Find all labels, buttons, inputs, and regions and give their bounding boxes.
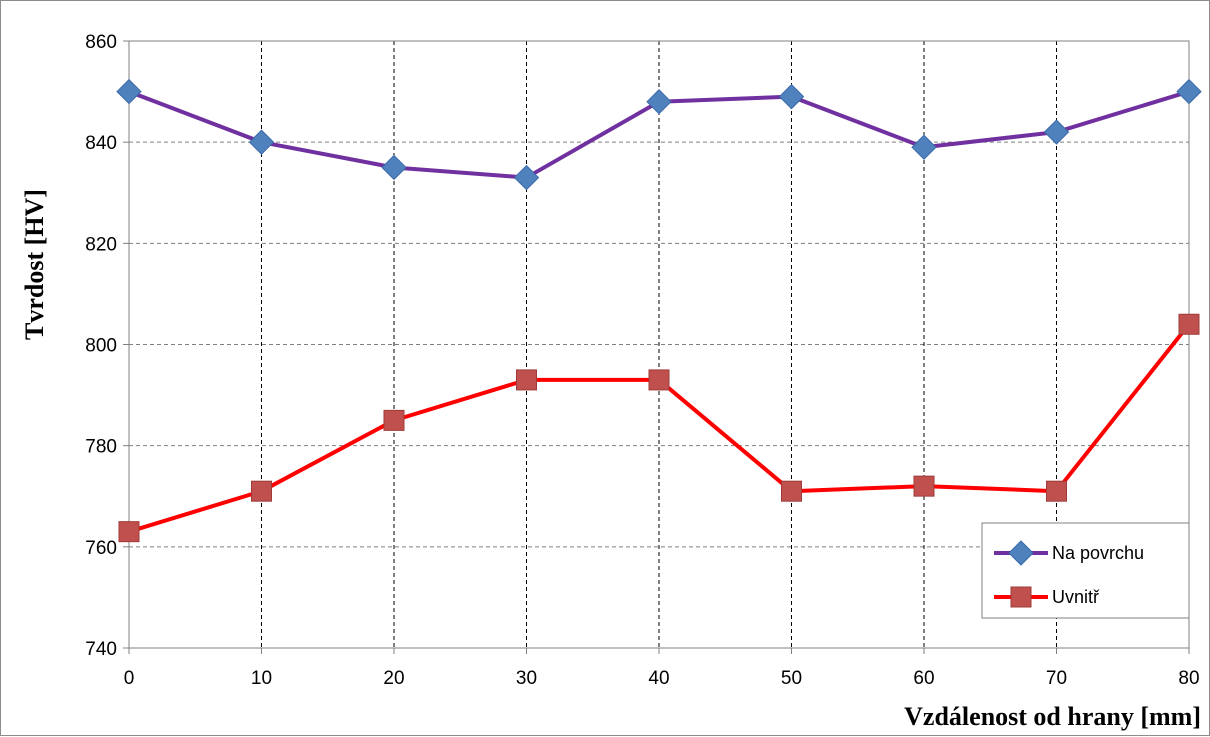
y-tick-label: 840 [85,133,117,154]
y-tick-label: 860 [85,32,117,53]
data-point-uvnitr [782,481,802,501]
x-tick-label: 80 [1178,668,1199,689]
x-tick-label: 40 [648,668,669,689]
x-axis-title: Vzdálenost od hrany [mm] [904,702,1201,731]
legend: Na povrchu Uvnitř [982,523,1189,618]
y-tick-label: 820 [85,234,117,255]
legend-marker-uvnitr [1011,587,1031,607]
data-point-na-povrchu [117,80,141,104]
y-tick-label: 740 [85,639,117,660]
data-point-na-povrchu [515,166,539,190]
data-point-uvnitr [119,522,139,542]
data-point-na-povrchu [647,90,671,114]
data-point-uvnitr [914,476,934,496]
data-point-na-povrchu [1045,120,1069,144]
x-axis-ticks: 0 10 20 30 40 50 60 70 80 [124,648,1200,689]
y-tick-label: 780 [85,437,117,458]
data-point-uvnitr [1179,314,1199,334]
data-point-na-povrchu [1177,80,1201,104]
data-point-na-povrchu [780,85,804,109]
legend-label-na-povrchu: Na povrchu [1052,543,1144,563]
x-tick-label: 70 [1046,668,1067,689]
data-point-uvnitr [649,370,669,390]
data-point-na-povrchu [250,130,274,154]
x-tick-label: 10 [251,668,272,689]
legend-label-uvnitr: Uvnitř [1052,587,1100,607]
data-point-na-povrchu [382,155,406,179]
data-point-na-povrchu [912,135,936,159]
x-tick-label: 30 [516,668,537,689]
y-tick-label: 760 [85,538,117,559]
data-point-uvnitr [517,370,537,390]
data-point-uvnitr [1047,481,1067,501]
data-point-uvnitr [252,481,272,501]
data-point-uvnitr [384,410,404,430]
y-axis-ticks: 740 760 780 800 820 840 860 [85,32,129,660]
x-tick-label: 60 [913,668,934,689]
y-tick-label: 800 [85,336,117,357]
x-tick-label: 20 [383,668,404,689]
x-tick-label: 50 [781,668,802,689]
y-axis-title: Tvrdost [HV] [20,189,49,340]
x-tick-label: 0 [124,668,135,689]
